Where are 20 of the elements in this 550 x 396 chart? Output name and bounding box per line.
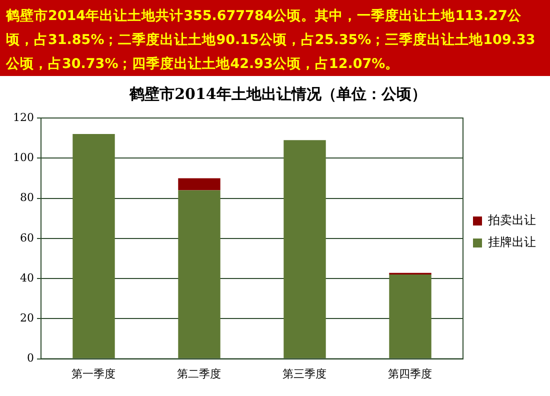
y-tick-label: 20 (20, 312, 34, 325)
legend-label: 挂牌出让 (488, 235, 536, 250)
x-tick-label: 第二季度 (177, 367, 222, 380)
bar (72, 134, 115, 358)
chart-title: 鹤壁市2014年土地出让情况（单位：公顷） (128, 84, 426, 103)
x-tick-label: 第四季度 (388, 367, 432, 380)
y-tick-label: 60 (20, 231, 34, 244)
text: 鹤壁市2014年出让土地共计355.677784公顷。其中，一季度出让土地113.27公顷，占31.85%；二季度出让土地90.15公顷，占25.35%；三季度出让土地109.33公顷，占30.73%；四季度出让土地42.93公顷，占12.07%。 (0, 0, 550, 76)
bar (178, 190, 220, 358)
x-tick-label: 第三季度 (282, 367, 327, 380)
y-tick-label: 40 (20, 271, 34, 284)
y-tick-label: 100 (12, 150, 34, 164)
bar (389, 274, 432, 358)
bar (284, 140, 326, 358)
y-tick-label: 0 (26, 352, 34, 365)
x-tick-label: 第一季度 (72, 367, 116, 380)
y-tick-label: 80 (20, 191, 34, 204)
legend-label: 拍卖出让 (487, 213, 536, 228)
y-tick-label: 120 (12, 110, 34, 124)
bar (178, 178, 220, 190)
